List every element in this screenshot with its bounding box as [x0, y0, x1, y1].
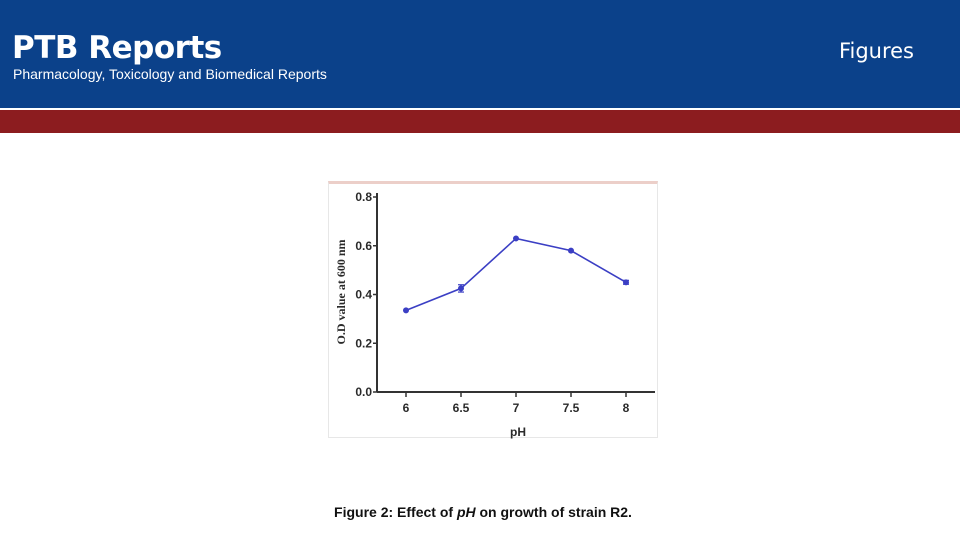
y-tick-label: 0.2: [355, 336, 372, 350]
header-bar: [0, 0, 960, 108]
data-point: [403, 307, 409, 314]
x-tick-label: 8: [623, 401, 630, 415]
y-tick-label: 0.0: [355, 385, 372, 399]
chart-series: [403, 235, 629, 314]
caption-suffix: on growth of strain R2.: [475, 504, 632, 520]
caption-prefix: Figure 2: Effect of: [334, 504, 457, 520]
data-point: [513, 235, 519, 242]
figure-image: 0.0 0.2 0.4 0.6 0.8 6 6.5 7 7.5 8 pH O.D value at…: [328, 181, 658, 439]
figure-caption: Figure 2: Effect of pH on growth of stra…: [0, 504, 960, 520]
accent-bar: [0, 110, 960, 133]
y-axis-label: O.D value at 600 nm: [334, 239, 348, 344]
y-tick-label: 0.4: [355, 288, 372, 302]
x-axis-label: pH: [510, 425, 526, 439]
chart-axes: [376, 193, 655, 393]
chart-ticks: 0.0 0.2 0.4 0.6 0.8 6 6.5 7 7.5 8: [355, 190, 629, 415]
y-tick-label: 0.6: [355, 239, 372, 253]
data-point: [623, 279, 629, 286]
brand-tagline: Pharmacology, Toxicology and Biomedical …: [13, 66, 327, 82]
caption-italic: pH: [456, 504, 476, 520]
data-point: [458, 285, 464, 292]
data-point: [568, 247, 574, 254]
section-title: Figures: [838, 39, 914, 63]
ph-growth-chart: 0.0 0.2 0.4 0.6 0.8 6 6.5 7 7.5 8 pH O.D value at…: [334, 190, 655, 439]
x-tick-label: 6: [403, 401, 410, 415]
x-tick-label: 7.5: [563, 401, 580, 415]
y-tick-label: 0.8: [355, 190, 372, 204]
series-line: [405, 237, 627, 312]
brand-logo-text[interactable]: PTB Reports: [12, 30, 222, 66]
x-tick-label: 7: [513, 401, 520, 415]
header-divider: [0, 108, 960, 110]
x-tick-label: 6.5: [453, 401, 470, 415]
